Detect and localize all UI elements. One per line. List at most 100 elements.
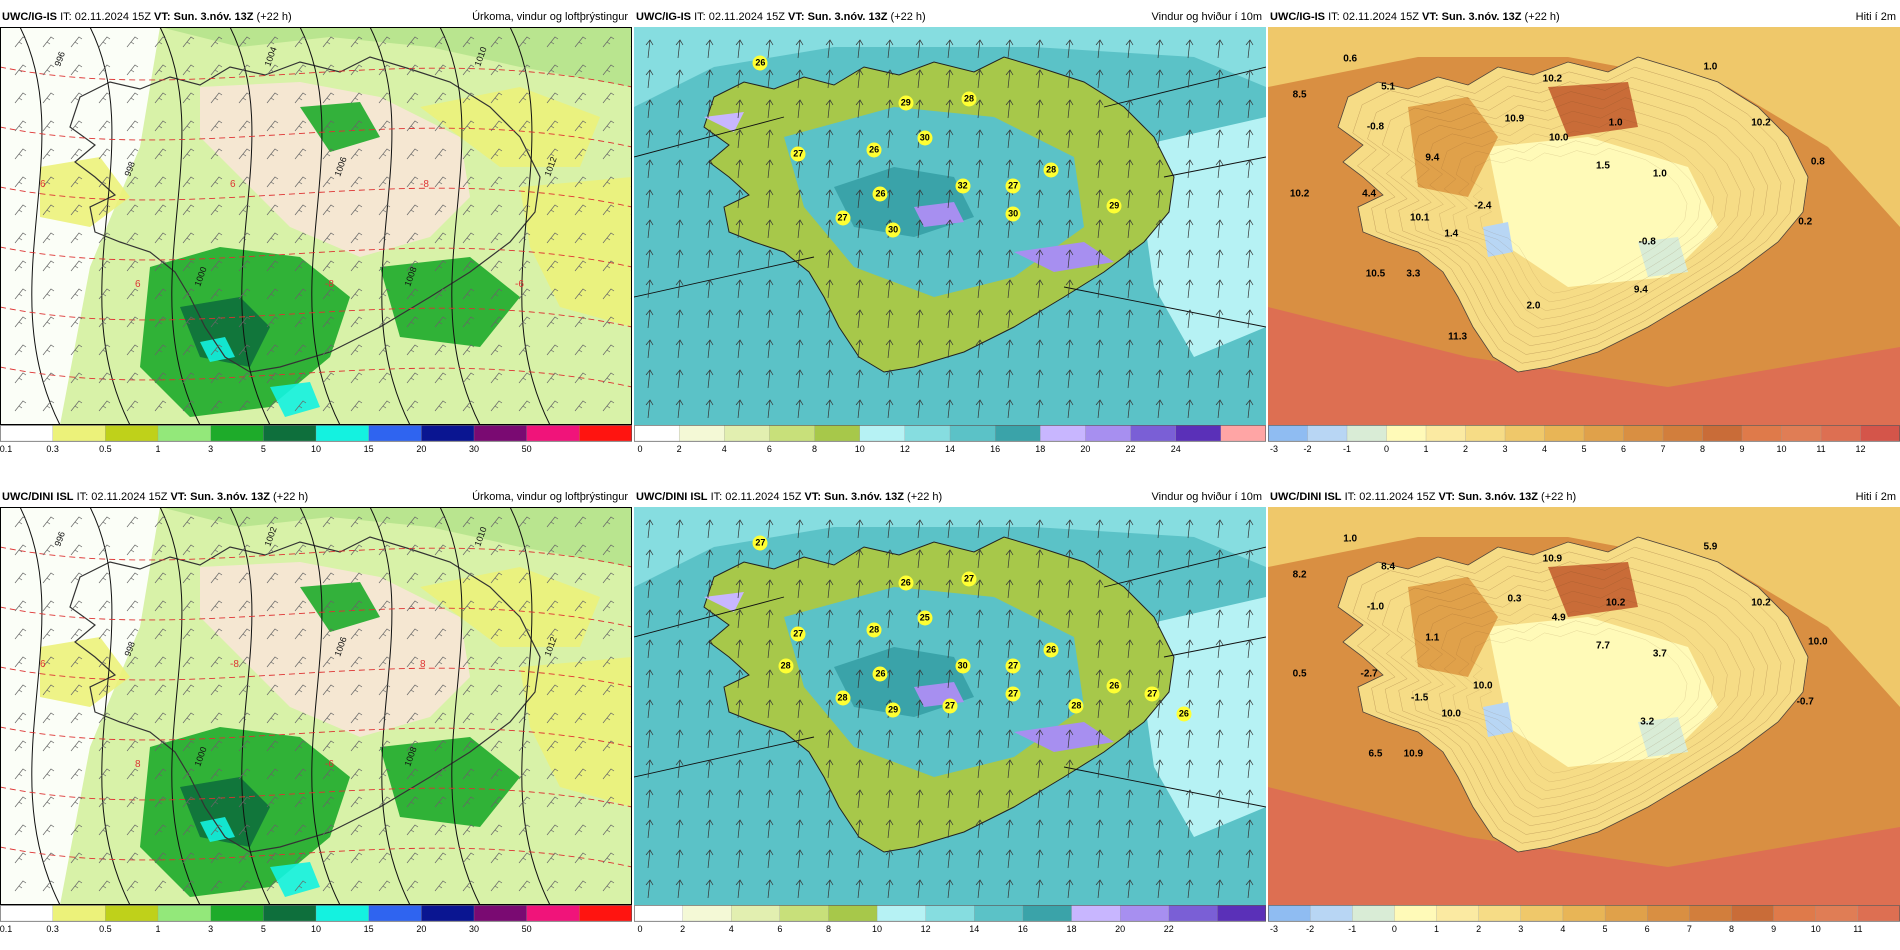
colorbar-tick-label: 0.1 [0,444,13,454]
colorbar-swatch [1085,425,1132,442]
colorbar-swatch [157,425,212,442]
colorbar-tick-label: 5 [260,924,266,934]
colorbar-swatch [263,425,317,442]
temperature-value-label: 10.2 [1751,597,1771,609]
colorbar-swatch [526,425,580,442]
temp-colorbar: -3 -2 -1 0 1 2 3 4 5 6 7 8 9 10 11 12 [1268,425,1900,461]
colorbar-swatch [1346,425,1388,442]
colorbar-tick-label: 14 [969,924,980,934]
colorbar-tick-label: 24 [1170,444,1181,454]
colorbar-tick-label: 7 [1686,924,1692,934]
gust-label: 27 [961,571,977,587]
colorbar-tick-label: 15 [363,924,374,934]
lead-time: (+22 h) [1524,11,1560,23]
temperature-value-label: 4.4 [1362,188,1377,200]
valid-time: VT: Sun. 3.nóv. 13Z [804,491,904,503]
colorbar-tick-label: 12 [899,444,910,454]
gust-label: 30 [1005,206,1021,222]
colorbar-tick-label: 3 [208,444,214,454]
colorbar-tick-label: 5 [260,444,266,454]
colorbar-swatch [1478,905,1522,922]
temperature-contour-label: 6 [40,659,46,670]
temperature-value-label: 1.4 [1444,228,1459,240]
temperature-value-label: 10.0 [1548,132,1569,144]
temperature-value-label: 9.4 [1633,284,1648,296]
colorbar-tick-label: 3 [1502,444,1508,454]
temperature-value-label: 10.9 [1403,748,1424,760]
model-name: UWC/IG-IS [1270,11,1325,23]
colorbar-swatch [1820,425,1862,442]
temperature-value-label: 0.8 [1810,156,1825,168]
temperature-value-label: 0.6 [1343,53,1358,65]
colorbar-tick-label: 4 [721,444,727,454]
gust-label: 29 [898,95,914,111]
temperature-value-label: -2.4 [1474,200,1492,212]
colorbar-swatch [52,425,106,442]
temperature-contour-label: 8 [420,659,426,670]
colorbar-swatch [1860,425,1900,442]
lead-time: (+22 h) [907,491,943,503]
temperature-value-label: 6.5 [1368,748,1383,760]
colorbar-tick-label: 2 [680,924,686,934]
colorbar-swatch [1040,425,1087,442]
colorbar-tick-label: 9 [1739,444,1745,454]
colorbar-swatch [1120,905,1170,922]
model-name: UWC/IG-IS [2,11,57,23]
gust-label: 26 [872,186,888,202]
wind-map: 26 29 28 27 26 30 26 32 27 28 30 30 27 29 [634,27,1266,425]
colorbar-tick-label: 30 [468,444,480,454]
colorbar-tick-label: 6 [1644,924,1650,934]
colorbar-tick-label: 12 [1855,444,1866,454]
temperature-value-label: 3.2 [1640,716,1655,728]
temperature-value-label: -2.7 [1360,668,1378,680]
colorbar-tick-label: 20 [416,924,427,934]
temperature-value-label: 10.9 [1504,113,1525,125]
panel-dini-precip: UWC/DINI ISL IT: 02.11.2024 15Z VT: Sun.… [0,488,632,941]
temperature-value-label: 10.5 [1365,268,1386,280]
panel-header: UWC/IG-IS IT: 02.11.2024 15Z VT: Sun. 3.… [634,8,1266,27]
temperature-value-label: 10.9 [1542,553,1563,565]
gust-label: 28 [1043,162,1059,178]
colorbar-swatch [731,905,781,922]
colorbar-swatch [157,905,212,922]
colorbar-tick-label: 1 [1423,444,1429,454]
gust-label: 30 [955,658,971,674]
colorbar-swatch [1731,905,1775,922]
colorbar-tick-label: 0 [637,444,643,454]
colorbar-swatch [1815,905,1859,922]
colorbar-tick-label: 10 [872,924,883,934]
colorbar-tick-label: 10 [310,924,322,934]
gust-label: 32 [955,178,971,194]
colorbar-tick-label: 2 [676,444,682,454]
colorbar-swatch [1520,905,1564,922]
temperature-contour-label: -8 [420,179,429,190]
gust-label: 29 [1106,198,1122,214]
panel-title: Vindur og hviður í 10m [1151,491,1262,503]
colorbar-swatch [1071,905,1121,922]
temp-colorbar: -3 -2 -1 0 1 2 3 4 5 6 7 8 9 10 11 [1268,905,1900,941]
panel-title: Úrkoma, vindur og loftþrýstingur [472,491,628,503]
temperature-value-label: 3.3 [1406,268,1421,280]
colorbar-swatch [1386,425,1427,442]
colorbar-tick-label: 8 [825,924,831,934]
temperature-value-label: 10.0 [1808,636,1828,648]
temperature-value-label: 1.0 [1652,168,1667,180]
wind-colorbar: 0 2 4 6 8 10 12 14 16 18 20 22 24 [634,425,1266,461]
lead-time: (+22 h) [273,491,309,503]
temperature-value-label: 11.3 [1448,331,1468,343]
colorbar-swatch [1583,425,1625,442]
valid-time: VT: Sun. 3.nóv. 13Z [1422,11,1522,23]
colorbar-swatch [315,905,370,922]
colorbar-swatch [994,425,1041,442]
colorbar-swatch [949,425,996,442]
temperature-contour-label: -8 [325,279,334,290]
panel-header: UWC/DINI ISL IT: 02.11.2024 15Z VT: Sun.… [1268,488,1900,507]
gust-label: 28 [1068,698,1084,714]
colorbar-swatch [925,905,975,922]
colorbar-swatch [1662,425,1704,442]
colorbar-tick-label: -2 [1306,924,1315,934]
colorbar-tick-label: 20 [1115,924,1126,934]
colorbar-tick-label: 1 [155,444,161,454]
colorbar-tick-label: -3 [1269,924,1279,934]
colorbar-tick-label: 18 [1035,444,1046,454]
